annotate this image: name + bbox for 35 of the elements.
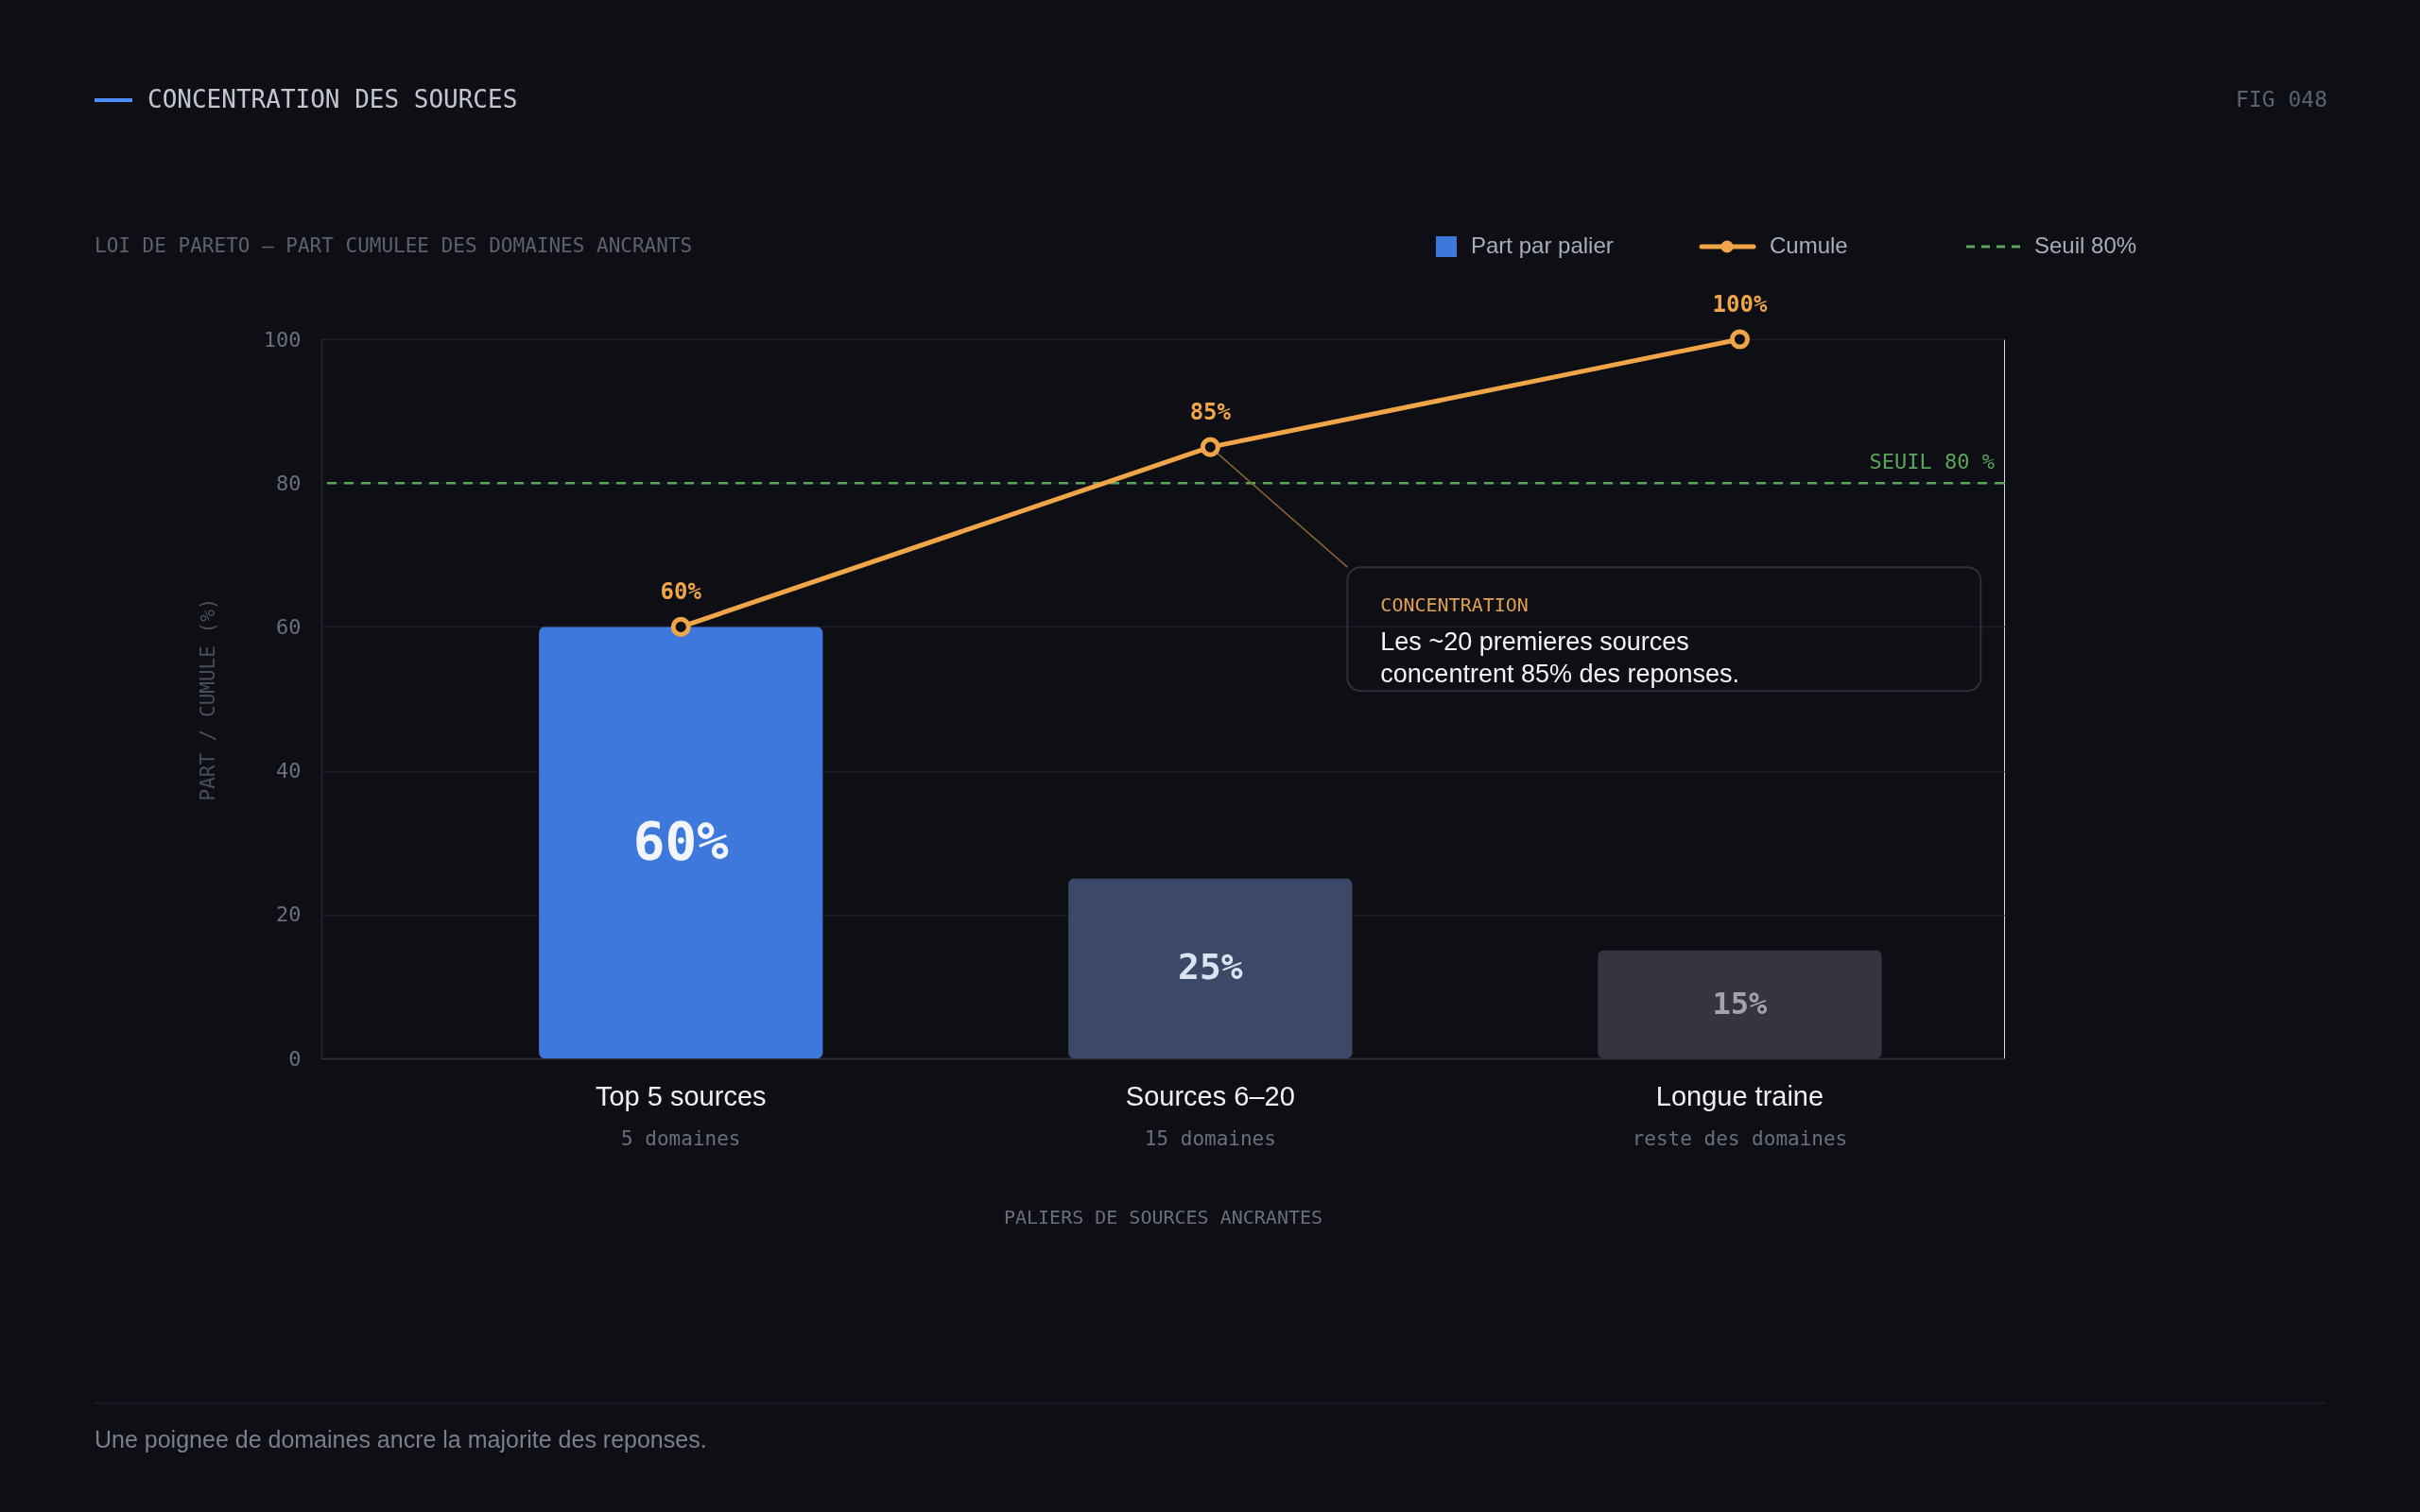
x-tick-label: Longue traine [1655, 1080, 1824, 1111]
bar [1068, 878, 1353, 1058]
data-label: 15% [1712, 985, 1769, 1022]
point [1200, 437, 1220, 457]
point [1729, 329, 1750, 350]
legend-label: Cumule [1770, 232, 1848, 258]
data-label: 25% [1178, 945, 1243, 988]
x-axis-title: PALIERS DE SOURCES ANCRANTES [1003, 1205, 1323, 1228]
text: Seuil 80% [2034, 232, 2137, 258]
data-label: 60% [632, 809, 730, 871]
text: reste des domaines [1632, 1127, 1848, 1150]
bar [539, 627, 823, 1058]
ref-line-label: SEUIL 80 % [1869, 450, 1995, 474]
y-tick-label: 100 [263, 327, 302, 352]
y-tick-label: 0 [288, 1046, 302, 1071]
caption: FIG 048 [2236, 87, 2327, 112]
data-label: 85% [1189, 399, 1232, 426]
y-tick-label: 60 [276, 614, 302, 639]
data-label: 60% [660, 578, 702, 606]
annotation: Les ~20 premieres sources concentrent 85% des reponses. [1380, 627, 1740, 689]
x-tick-label: Top 5 sources [595, 1080, 767, 1111]
y-tick-label: 20 [276, 902, 302, 927]
legend-label: Part par palier [1471, 232, 1614, 258]
y-tick-label: 40 [276, 759, 302, 783]
point [670, 616, 691, 637]
y-tick-label: 80 [276, 471, 302, 495]
x-tick-label: Sources 6–20 [1125, 1080, 1295, 1111]
text: Une poignee de domaines ancre la majorite des reponses. [95, 1426, 707, 1452]
chart-title: CONCENTRATION DES SOURCES [147, 85, 518, 113]
data-label: 100% [1712, 291, 1768, 318]
text: 5 domaines [621, 1127, 741, 1150]
text: 15 domaines [1144, 1127, 1276, 1150]
annotation: CONCENTRATION [1380, 593, 1529, 617]
y-axis-title: PART / CUMULE (%) [196, 597, 219, 801]
chart-subtitle: LOI DE PARETO — PART CUMULEE DES DOMAINES ANCRANTS [95, 234, 693, 257]
